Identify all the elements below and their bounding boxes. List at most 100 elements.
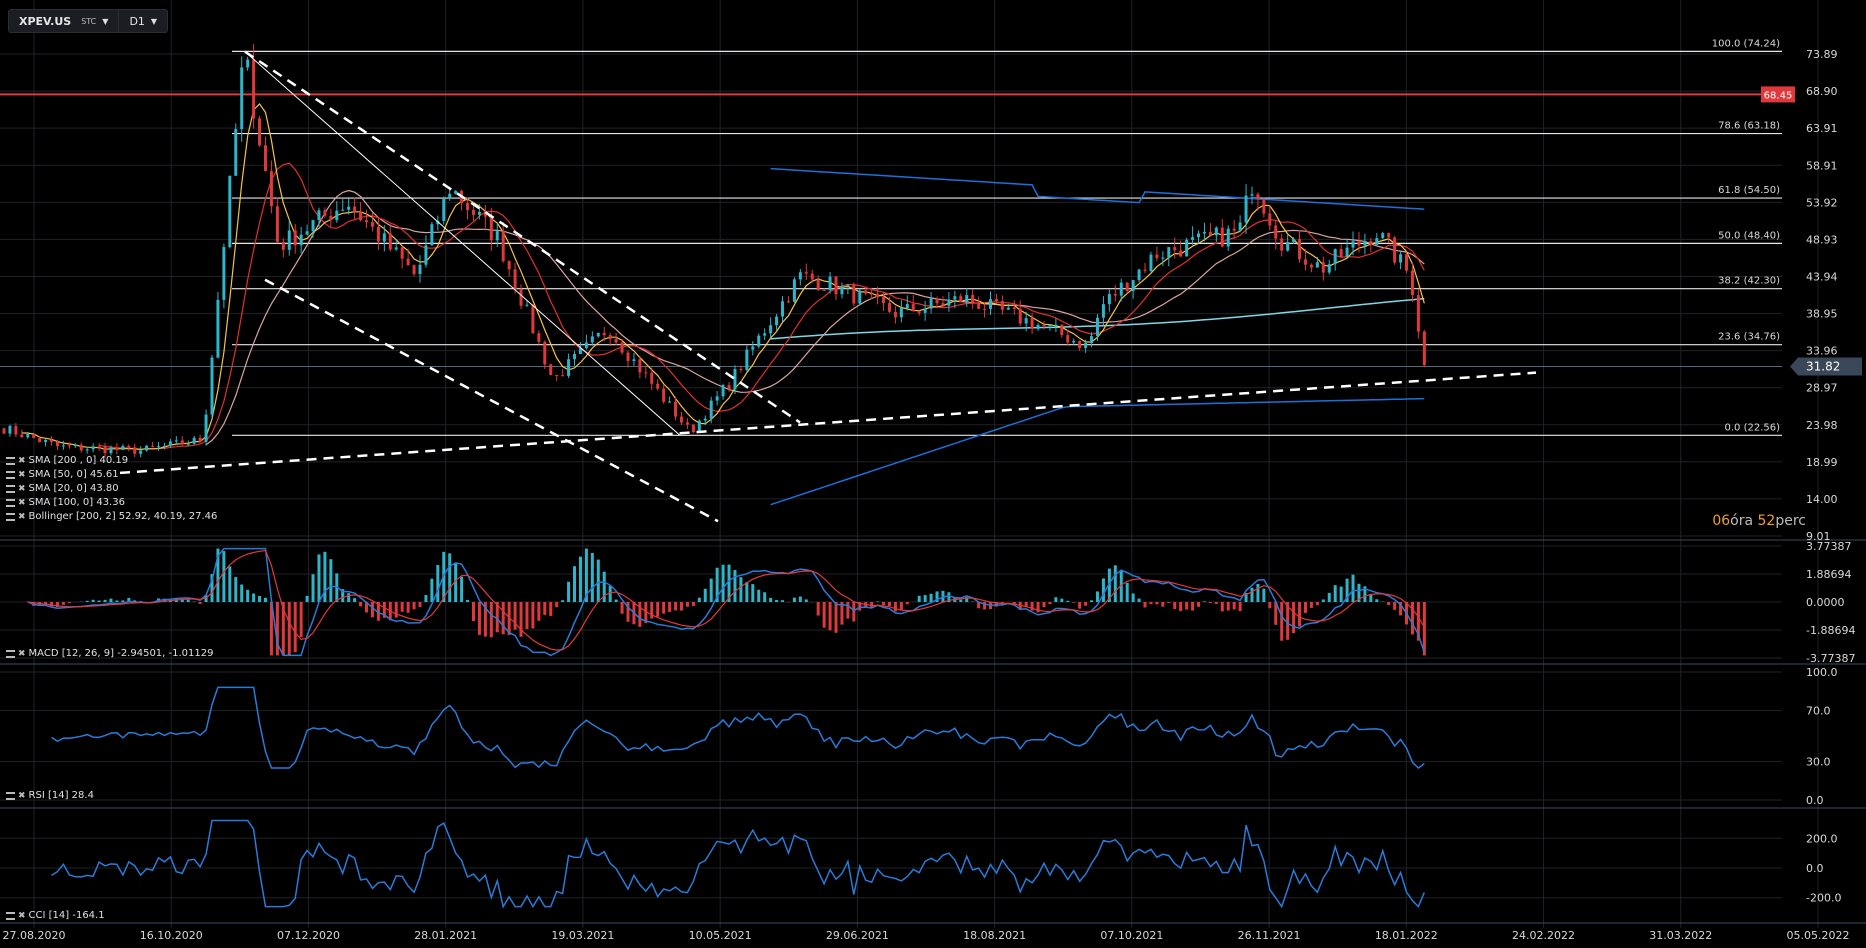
- legend-rsi[interactable]: ✖ RSI [14] 28.4: [6, 790, 94, 801]
- candle-body: [335, 210, 339, 221]
- legend-bollinger[interactable]: ✖ Bollinger [200, 2] 52.92, 40.19, 27.46: [6, 511, 217, 522]
- candle-body: [394, 247, 398, 250]
- legend-sma20[interactable]: ✖ SMA [20, 0] 43.80: [6, 483, 119, 494]
- macd-histogram-bar: [1107, 568, 1111, 602]
- macd-histogram-bar: [418, 602, 422, 607]
- candle-body: [1410, 270, 1414, 296]
- price-axis-label: 14.00: [1806, 493, 1838, 506]
- macd-histogram-bar: [614, 599, 618, 602]
- candle-body: [1220, 227, 1224, 247]
- macd-histogram-bar: [1292, 602, 1296, 634]
- legend-text: SMA [50, 0] 45.61: [28, 469, 119, 480]
- interval-selector[interactable]: D1 ▼: [119, 10, 167, 32]
- macd-histogram-bar: [353, 598, 357, 602]
- candle-body: [727, 385, 731, 390]
- macd-histogram-bar: [1226, 602, 1230, 611]
- date-axis-label: 29.06.2021: [826, 929, 889, 942]
- close-icon[interactable]: ✖: [18, 455, 26, 466]
- candle-body: [953, 296, 957, 300]
- candle-body: [882, 297, 886, 304]
- macd-histogram-bar: [186, 599, 190, 602]
- close-icon[interactable]: ✖: [18, 648, 26, 659]
- candle-body: [590, 336, 594, 343]
- candle-body: [1030, 318, 1034, 329]
- candle-body: [323, 210, 327, 216]
- macd-histogram-bar: [1416, 602, 1420, 641]
- macd-histogram-bar: [424, 595, 428, 602]
- macd-histogram-bar: [198, 602, 202, 604]
- candle-body: [67, 445, 71, 447]
- macd-histogram-bar: [567, 581, 571, 602]
- settings-icon[interactable]: [6, 484, 15, 493]
- candle-body: [792, 279, 796, 302]
- close-icon[interactable]: ✖: [18, 497, 26, 508]
- macd-histogram-bar: [846, 602, 850, 619]
- price-axis-label: 63.91: [1806, 122, 1838, 135]
- macd-histogram-bar: [85, 600, 89, 602]
- candle-body: [1256, 194, 1260, 200]
- candle-body: [1321, 262, 1325, 273]
- candle-body: [216, 299, 220, 358]
- legend-cci[interactable]: ✖ CCI [14] -164.1: [6, 910, 105, 921]
- macd-histogram-bar: [109, 598, 113, 602]
- macd-histogram-bar: [1042, 602, 1046, 608]
- support-trendline: [119, 371, 1537, 475]
- symbol-selector[interactable]: XPEV.US STC ▼: [9, 10, 120, 32]
- candle-body: [870, 293, 874, 295]
- settings-icon[interactable]: [6, 498, 15, 507]
- candle-body: [1095, 317, 1099, 337]
- candle-body: [258, 118, 262, 146]
- candle-body: [275, 206, 279, 242]
- price-axis-label: 73.89: [1806, 48, 1838, 61]
- close-icon[interactable]: ✖: [18, 511, 26, 522]
- settings-icon[interactable]: [6, 456, 15, 465]
- candle-body: [1381, 233, 1385, 239]
- settings-icon[interactable]: [6, 470, 15, 479]
- macd-histogram-bar: [115, 600, 119, 602]
- legend-sma50[interactable]: ✖ SMA [50, 0] 45.61: [6, 469, 119, 480]
- settings-icon[interactable]: [6, 911, 15, 920]
- macd-signal-line: [27, 549, 1425, 651]
- candle-body: [721, 385, 725, 397]
- candle-body: [1357, 241, 1361, 246]
- legend-macd[interactable]: ✖ MACD [12, 26, 9] -2.94501, -1.01129: [6, 648, 214, 659]
- candle-body: [733, 369, 737, 390]
- macd-histogram-bar: [501, 602, 505, 635]
- macd-histogram-bar: [103, 599, 107, 602]
- candle-body: [180, 440, 184, 445]
- close-icon[interactable]: ✖: [18, 910, 26, 921]
- macd-histogram-bar: [275, 602, 279, 656]
- candle-body: [192, 437, 196, 444]
- macd-histogram-bar: [1298, 602, 1302, 627]
- candle-body: [121, 445, 125, 450]
- rsi-axis-label: 0.0: [1806, 794, 1824, 807]
- cci-line: [51, 819, 1425, 909]
- settings-icon[interactable]: [6, 512, 15, 521]
- candle-body: [174, 440, 178, 442]
- candle-body: [757, 335, 761, 347]
- candle-body: [965, 295, 969, 303]
- date-axis-label: 28.01.2021: [414, 929, 477, 942]
- candle-body: [674, 401, 678, 417]
- close-icon[interactable]: ✖: [18, 790, 26, 801]
- macd-histogram-bar: [1036, 602, 1040, 613]
- macd-histogram-bar: [1161, 602, 1165, 607]
- legend-sma100[interactable]: ✖ SMA [100, 0] 43.36: [6, 497, 125, 508]
- candle-body: [620, 342, 624, 353]
- settings-icon[interactable]: [6, 649, 15, 658]
- settings-icon[interactable]: [6, 791, 15, 800]
- macd-histogram-bar: [1327, 592, 1331, 602]
- candle-body: [109, 447, 113, 454]
- macd-histogram-bar: [519, 602, 523, 637]
- close-icon[interactable]: ✖: [18, 483, 26, 494]
- macd-histogram-bar: [317, 554, 321, 602]
- close-icon[interactable]: ✖: [18, 469, 26, 480]
- cci-axis-label: -200.0: [1806, 892, 1841, 905]
- candle-body: [1113, 293, 1117, 296]
- macd-histogram-bar: [929, 593, 933, 602]
- candle-body: [531, 304, 535, 334]
- legend-sma200[interactable]: ✖ SMA [200 , 0] 40.19: [6, 455, 128, 466]
- candle-body: [1131, 280, 1135, 291]
- macd-histogram-bar: [1303, 602, 1307, 613]
